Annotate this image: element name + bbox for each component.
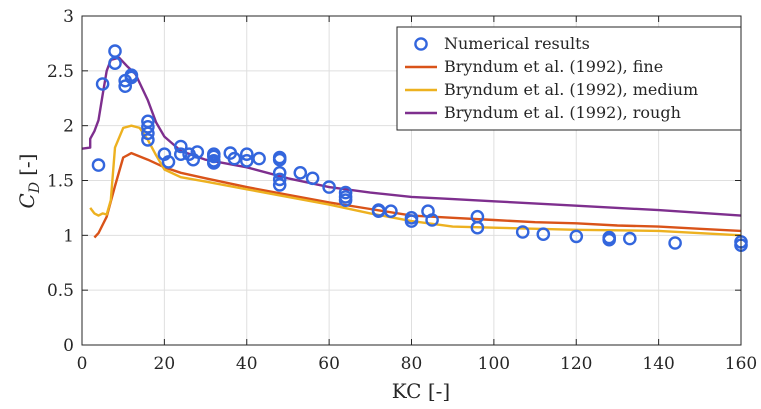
data-point-marker xyxy=(272,152,287,167)
y-tick-label: 2 xyxy=(63,117,74,137)
data-point-marker xyxy=(118,79,132,93)
data-point-marker xyxy=(206,149,221,164)
legend-entry-label: Bryndum et al. (1992), medium xyxy=(444,80,698,99)
legend-entry-label: Bryndum et al. (1992), fine xyxy=(444,57,663,76)
data-point-marker xyxy=(293,165,308,180)
y-tick-label: 1.5 xyxy=(47,172,74,192)
data-point-marker xyxy=(668,236,682,250)
x-tick-label: 140 xyxy=(642,354,674,374)
legend-entry-label: Bryndum et al. (1992), rough xyxy=(444,103,681,122)
data-point-marker xyxy=(623,231,637,246)
y-tick-label: 0 xyxy=(63,336,74,356)
legend-entry-label: Numerical results xyxy=(444,34,590,53)
y-tick-label: 3 xyxy=(63,7,74,27)
x-tick-label: 160 xyxy=(725,354,757,374)
data-point-marker xyxy=(227,151,242,166)
data-point-marker xyxy=(425,213,439,227)
data-point-marker xyxy=(569,229,584,244)
data-point-marker xyxy=(404,214,419,228)
series-line xyxy=(89,124,742,237)
data-point-marker xyxy=(338,185,353,200)
data-point-marker xyxy=(384,204,398,218)
y-axis-label-main: C xyxy=(15,193,39,208)
data-point-marker xyxy=(108,56,122,71)
data-point-marker xyxy=(161,155,176,169)
legend: Numerical results Bryndum et al. (1992), … xyxy=(396,26,742,131)
x-tick-label: 20 xyxy=(154,354,176,374)
legend-box xyxy=(396,26,742,131)
data-point-marker xyxy=(141,133,155,147)
x-axis-label: KC [-] xyxy=(392,379,450,403)
data-point-marker xyxy=(470,209,485,224)
data-point-marker xyxy=(91,158,106,172)
data-point-marker xyxy=(108,44,122,58)
series-line xyxy=(93,151,742,239)
data-point-marker xyxy=(602,232,617,247)
data-point-marker xyxy=(305,171,320,186)
data-point-marker xyxy=(239,153,254,168)
y-tick-label: 0.5 xyxy=(47,281,74,301)
data-point-marker xyxy=(515,225,530,239)
data-point-marker xyxy=(272,172,287,187)
y-axis-label: CD [-] xyxy=(15,154,43,209)
data-point-marker xyxy=(141,120,155,134)
axis-ticks: 0 20 40 60 80 100 120 140 160 0 0.5 1 1.5 2 2.5 3 xyxy=(47,7,757,374)
x-tick-label: 80 xyxy=(401,354,423,374)
x-tick-label: 40 xyxy=(236,354,258,374)
series-line xyxy=(81,56,742,217)
data-point-marker xyxy=(470,220,485,235)
data-point-marker xyxy=(141,126,155,141)
data-point-marker xyxy=(190,145,205,159)
data-point-marker xyxy=(173,147,188,161)
x-tick-label: 60 xyxy=(318,354,340,374)
data-point-marker xyxy=(338,193,353,207)
data-point-marker xyxy=(124,70,139,85)
data-point-marker xyxy=(322,180,336,194)
data-point-marker xyxy=(536,227,551,241)
data-point-marker xyxy=(272,178,287,192)
data-point-marker xyxy=(95,77,110,91)
data-point-marker xyxy=(252,151,266,166)
legend-marker-symbol xyxy=(414,37,428,51)
x-tick-label: 100 xyxy=(478,354,510,374)
y-axis-label-sub: D xyxy=(27,182,43,194)
data-point-marker xyxy=(173,139,188,154)
data-point-marker xyxy=(206,156,221,170)
x-tick-label: 0 xyxy=(77,354,88,374)
series-layer xyxy=(81,44,748,252)
y-axis-label-unit: [-] xyxy=(15,154,39,176)
y-tick-label: 2.5 xyxy=(47,62,74,82)
x-tick-label: 120 xyxy=(560,354,592,374)
y-tick-label: 1 xyxy=(63,226,74,246)
data-point-marker xyxy=(239,147,254,161)
